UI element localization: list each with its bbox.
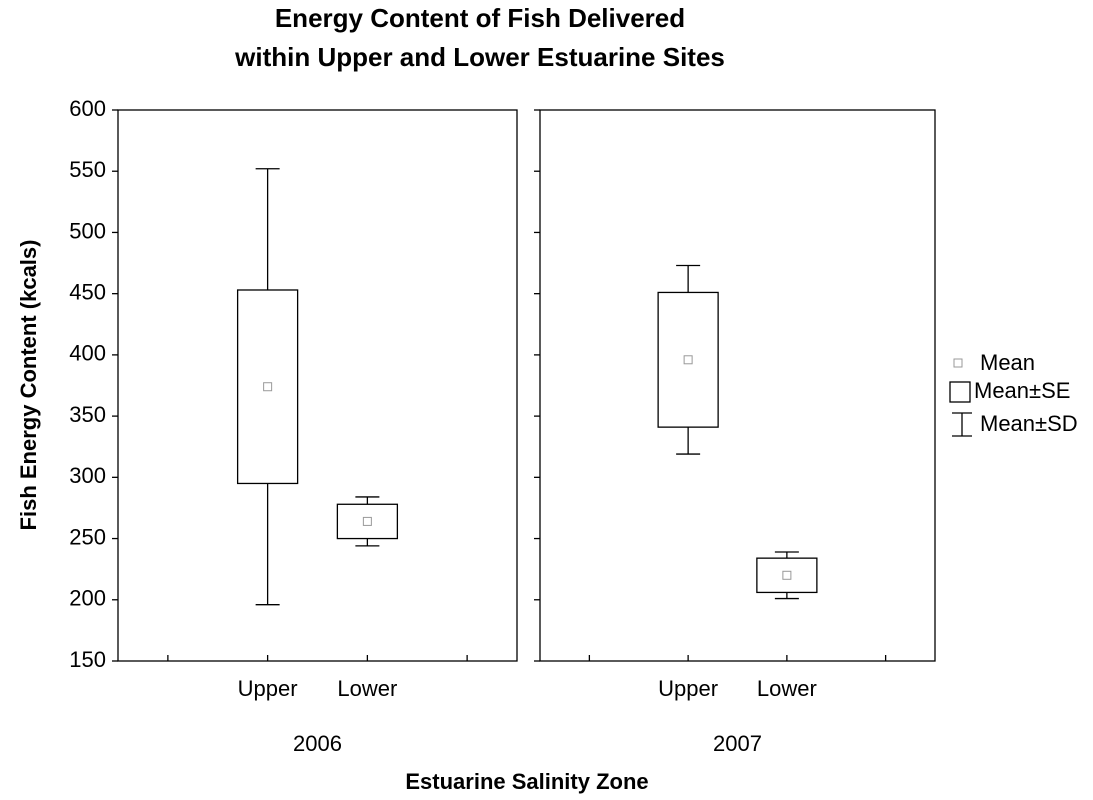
panel-label: 2007 <box>713 731 762 756</box>
legend-label: Mean±SE <box>974 378 1070 403</box>
y-axis-label: Fish Energy Content (kcals) <box>16 240 41 531</box>
y-tick-label: 500 <box>69 218 106 243</box>
y-tick-label: 300 <box>69 463 106 488</box>
mean-marker <box>263 382 273 392</box>
x-tick-label: Upper <box>658 676 718 701</box>
chart-title: within Upper and Lower Estuarine Sites <box>234 42 725 72</box>
mean-marker <box>782 570 792 580</box>
y-tick-label: 550 <box>69 157 106 182</box>
panel-frame <box>117 109 518 662</box>
y-tick-label: 450 <box>69 279 106 304</box>
se-box <box>336 503 399 540</box>
legend-label: Mean±SD <box>980 411 1078 436</box>
y-tick-label: 200 <box>69 586 106 611</box>
y-tick-label: 350 <box>69 402 106 427</box>
mean-marker <box>683 355 693 365</box>
y-tick-label: 150 <box>69 647 106 672</box>
panel-label: 2006 <box>293 731 342 756</box>
y-tick-label: 250 <box>69 524 106 549</box>
panel-frame <box>539 109 936 662</box>
legend-se <box>949 381 971 403</box>
chart-title: Energy Content of Fish Delivered <box>275 3 685 33</box>
x-tick-label: Lower <box>757 676 817 701</box>
x-tick-label: Upper <box>238 676 298 701</box>
y-tick-label: 600 <box>69 96 106 121</box>
x-tick-label: Lower <box>337 676 397 701</box>
legend-label: Mean <box>980 350 1035 375</box>
mean-marker <box>362 516 372 526</box>
y-tick-label: 400 <box>69 341 106 366</box>
legend-mean <box>953 358 963 368</box>
x-axis-label: Estuarine Salinity Zone <box>405 769 648 794</box>
